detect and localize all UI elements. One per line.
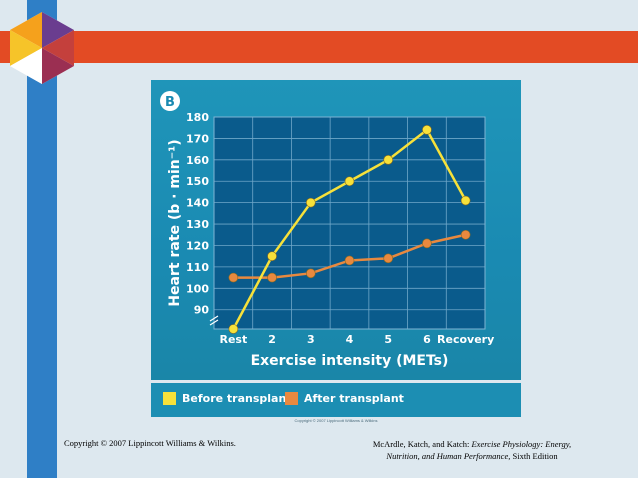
data-point-before-transplant bbox=[267, 251, 277, 261]
y-tick-label: 110 bbox=[186, 261, 209, 274]
axis-break-mark bbox=[209, 315, 219, 322]
y-tick-label: 130 bbox=[186, 218, 209, 231]
data-point-after-transplant bbox=[422, 238, 432, 249]
y-tick-label: 160 bbox=[186, 154, 209, 167]
x-tick-label: Recovery bbox=[437, 333, 494, 346]
legend-label-after: After transplant bbox=[304, 392, 404, 405]
footer-citation: McArdle, Katch, and Katch: Exercise Phys… bbox=[350, 438, 594, 462]
data-point-before-transplant bbox=[422, 125, 432, 135]
legend-item-before: Before transplant bbox=[163, 392, 292, 405]
footer-copyright: Copyright © 2007 Lippincott Williams & W… bbox=[64, 438, 236, 448]
legend-swatch-after bbox=[285, 392, 298, 405]
data-point-after-transplant bbox=[383, 253, 394, 264]
x-tick-label: 6 bbox=[423, 333, 431, 346]
citation-title-1: Exercise Physiology: Energy, bbox=[471, 439, 572, 449]
y-tick-label: 170 bbox=[186, 132, 209, 145]
y-tick-label: 180 bbox=[186, 111, 209, 124]
legend-item-after: After transplant bbox=[285, 392, 404, 405]
data-point-before-transplant bbox=[460, 195, 471, 206]
figure-copyright: Copyright © 2007 Lippincott Williams & W… bbox=[294, 418, 378, 423]
x-tick-label: 2 bbox=[268, 333, 276, 346]
y-tick-label: 120 bbox=[186, 239, 209, 252]
citation-edition: Sixth Edition bbox=[510, 451, 558, 461]
legend-label-before: Before transplant bbox=[182, 392, 292, 405]
y-tick-label: 140 bbox=[186, 197, 209, 210]
top-accent-bar bbox=[0, 31, 638, 63]
legend-swatch-before bbox=[163, 392, 176, 405]
data-point-after-transplant bbox=[228, 272, 239, 283]
data-point-after-transplant bbox=[267, 272, 277, 283]
data-point-after-transplant bbox=[344, 255, 355, 266]
chart-figure: B 90 100 110 120 130 140 150 160 170 180 Rest 2 3 4 5 6… bbox=[151, 80, 521, 426]
y-axis-label: Heart rate (b · min⁻¹) bbox=[167, 139, 183, 306]
x-tick-label: 5 bbox=[384, 333, 392, 346]
y-tick-label: 150 bbox=[186, 175, 209, 188]
data-point-after-transplant bbox=[460, 229, 471, 240]
data-point-before-transplant bbox=[228, 324, 239, 334]
plot-border bbox=[213, 116, 486, 330]
y-tick-label: 90 bbox=[194, 304, 210, 317]
citation-title-2: Nutrition, and Human Performance, bbox=[386, 451, 511, 461]
data-point-after-transplant bbox=[305, 268, 316, 279]
data-point-before-transplant bbox=[344, 176, 355, 187]
axis-break-mark bbox=[209, 319, 219, 326]
legend: Before transplant After transplant bbox=[151, 383, 521, 417]
data-point-before-transplant bbox=[383, 155, 394, 165]
data-point-before-transplant bbox=[305, 197, 316, 208]
plot-area bbox=[214, 117, 485, 329]
x-tick-label: 3 bbox=[307, 333, 315, 346]
x-axis-label: Exercise intensity (METs) bbox=[251, 353, 449, 369]
x-tick-label: Rest bbox=[219, 333, 247, 346]
x-tick-label: 4 bbox=[346, 333, 354, 346]
panel-label: B bbox=[165, 95, 175, 110]
chart-panel: B 90 100 110 120 130 140 150 160 170 180 Rest 2 3 4 5 6… bbox=[151, 80, 521, 380]
cube-logo-icon bbox=[10, 12, 74, 84]
y-tick-label: 100 bbox=[186, 282, 209, 295]
citation-authors: McArdle, Katch, and Katch: bbox=[372, 439, 472, 449]
heart-rate-chart: B 90 100 110 120 130 140 150 160 170 180 Rest 2 3 4 5 6… bbox=[160, 91, 494, 369]
panel-label-badge bbox=[160, 91, 180, 111]
